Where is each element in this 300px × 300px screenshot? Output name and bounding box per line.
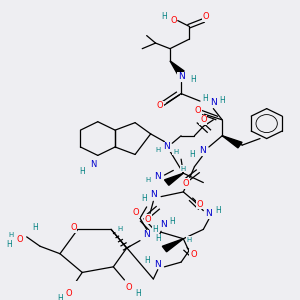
Polygon shape (222, 136, 242, 148)
Text: O: O (17, 235, 23, 244)
Text: N: N (154, 172, 161, 181)
Text: H: H (142, 194, 147, 203)
Text: N: N (154, 260, 161, 268)
Text: O: O (66, 289, 72, 298)
Text: H: H (135, 289, 141, 298)
Text: H: H (219, 96, 225, 105)
Text: H: H (190, 75, 196, 84)
Text: H: H (145, 177, 150, 183)
Text: N: N (178, 72, 184, 81)
Text: N: N (199, 146, 206, 155)
Text: N: N (150, 190, 157, 199)
Text: N: N (143, 230, 150, 239)
Text: N: N (90, 160, 97, 169)
Text: H: H (215, 206, 221, 215)
Text: N: N (210, 98, 217, 107)
Text: N: N (160, 220, 167, 229)
Text: O: O (200, 115, 207, 124)
Text: O: O (126, 283, 132, 292)
Text: H: H (57, 294, 63, 300)
Text: O: O (132, 208, 139, 217)
Text: H: H (169, 218, 175, 226)
Text: H: H (117, 226, 123, 232)
Text: H: H (203, 94, 208, 103)
Text: O: O (170, 16, 177, 25)
Text: H: H (8, 232, 14, 238)
Text: H: H (186, 237, 191, 243)
Polygon shape (164, 173, 183, 185)
Text: H: H (155, 234, 161, 243)
Text: O: O (145, 214, 151, 224)
Text: H: H (162, 12, 167, 21)
Text: H: H (6, 240, 12, 249)
Polygon shape (170, 61, 184, 75)
Text: O: O (182, 179, 189, 188)
Text: N: N (163, 142, 170, 152)
Text: H: H (144, 256, 149, 265)
Text: O: O (190, 250, 196, 259)
Text: O: O (157, 101, 163, 110)
Text: H: H (33, 223, 38, 232)
Text: O: O (197, 200, 203, 208)
Text: H: H (173, 149, 178, 155)
Polygon shape (162, 239, 183, 252)
Text: N: N (206, 209, 212, 218)
Text: O: O (194, 106, 201, 115)
Text: O: O (70, 223, 76, 232)
Text: H: H (189, 150, 195, 159)
Text: H: H (153, 225, 158, 234)
Text: O: O (202, 12, 209, 21)
Text: H: H (155, 147, 160, 153)
Text: H: H (79, 167, 85, 176)
Text: H: H (181, 166, 186, 172)
